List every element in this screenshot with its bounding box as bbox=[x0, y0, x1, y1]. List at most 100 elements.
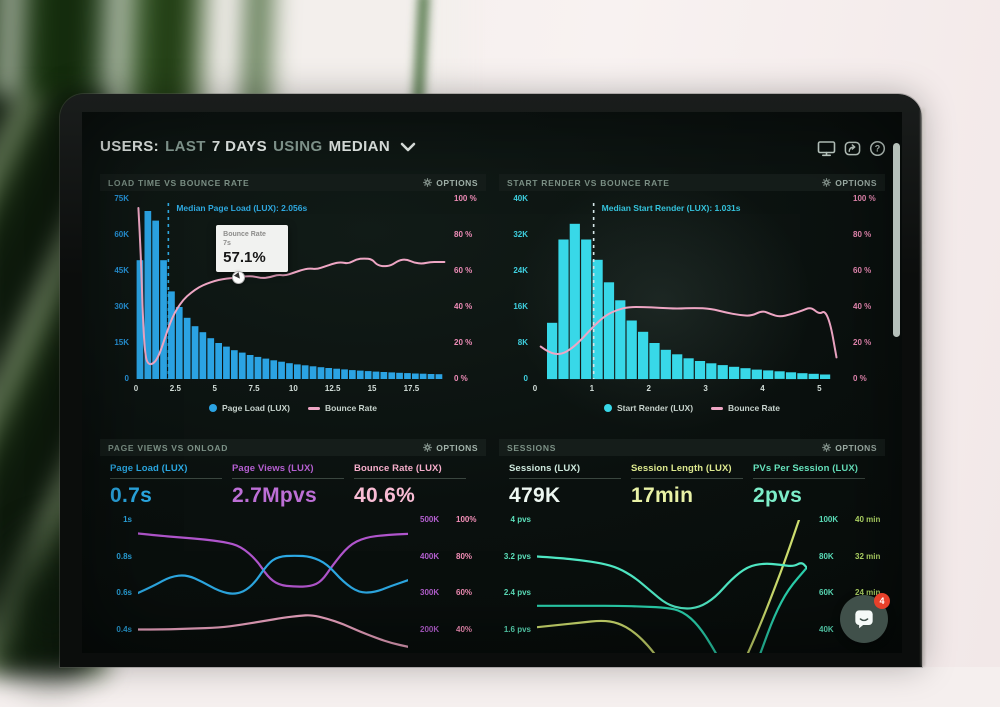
histogram-bar bbox=[694, 361, 706, 379]
x-axis-label: 7.5 bbox=[248, 384, 260, 393]
metric-value: 17min bbox=[631, 484, 694, 507]
y-axis-label-right: 32 min bbox=[855, 551, 881, 561]
histogram-bar bbox=[435, 374, 443, 379]
y-axis-label-right: 80 % bbox=[454, 230, 473, 239]
load-time-vs-bounce-rate-plot bbox=[136, 203, 446, 379]
histogram-bar bbox=[683, 358, 694, 379]
y-axis-label-right: 80 % bbox=[853, 230, 872, 239]
panel-page-views-vs-onload: PAGE VIEWS VS ONLOAD OPTIONS Page Load (… bbox=[100, 439, 486, 653]
y-axis-label-left: 3.2 pvs bbox=[503, 551, 531, 561]
y-axis-label-right: 100 % bbox=[853, 194, 876, 203]
y-axis-label-right: 100 % bbox=[454, 194, 477, 203]
options-button[interactable]: OPTIONS bbox=[423, 178, 478, 188]
histogram-bar bbox=[740, 368, 751, 379]
histogram-bar bbox=[581, 239, 592, 379]
histogram-bar bbox=[364, 371, 372, 379]
panel-header: LOAD TIME VS BOUNCE RATE OPTIONS bbox=[100, 174, 486, 191]
histogram-bar bbox=[191, 326, 199, 379]
chat-button[interactable]: 4 bbox=[840, 593, 890, 643]
legend-swatch bbox=[209, 404, 217, 412]
histogram-bar bbox=[238, 352, 246, 379]
histogram-bar bbox=[160, 260, 167, 379]
options-button[interactable]: OPTIONS bbox=[822, 443, 877, 453]
options-label: OPTIONS bbox=[436, 177, 478, 188]
histogram-bar bbox=[183, 317, 191, 379]
chart-legend: Page Load (LUX) Bounce Rate bbox=[100, 403, 486, 413]
legend-swatch bbox=[308, 406, 321, 410]
histogram-bar bbox=[309, 366, 317, 379]
metrics-row: Page Load (LUX) 0.7s Page Views (LUX) 2.… bbox=[100, 456, 486, 512]
y-axis-label-left: 2.4 pvs bbox=[503, 588, 531, 597]
y-axis-label-left: 0.8s bbox=[116, 551, 132, 561]
metric-value: 2pvs bbox=[753, 484, 803, 507]
metric-underline bbox=[509, 478, 621, 479]
histogram-bar bbox=[419, 373, 427, 379]
histogram-bar bbox=[349, 370, 356, 379]
panel-header: START RENDER VS BOUNCE RATE OPTIONS bbox=[499, 174, 885, 191]
histogram-bar bbox=[168, 291, 175, 379]
y-axis-label-right: 40% bbox=[456, 624, 473, 634]
histogram-bar bbox=[774, 371, 785, 379]
help-icon[interactable]: ? bbox=[869, 140, 886, 157]
header-toolbar: ? bbox=[817, 140, 886, 157]
legend-label: Bounce Rate bbox=[325, 403, 377, 413]
panel-start-render-vs-bounce-rate: START RENDER VS BOUNCE RATE OPTIONS 40K 3… bbox=[499, 174, 885, 427]
page-views-vs-onload-plot bbox=[138, 532, 408, 648]
histogram-bar bbox=[820, 374, 831, 379]
histogram-bar bbox=[763, 370, 774, 379]
svg-text:?: ? bbox=[875, 144, 880, 154]
chat-bubble-icon bbox=[855, 610, 873, 629]
panel-header: SESSIONS OPTIONS bbox=[499, 439, 885, 456]
sessions-plot bbox=[537, 520, 807, 653]
sessions-chart: 4 pvs 3.2 pvs 2.4 pvs 1.6 pvs 100K 80K 60K 40K 4… bbox=[499, 512, 885, 653]
histogram-bar bbox=[254, 356, 262, 379]
histogram-bar bbox=[396, 372, 403, 379]
metric-underline bbox=[753, 478, 865, 479]
y-axis-label-left: 0 bbox=[523, 374, 528, 383]
histogram-bar bbox=[380, 372, 388, 379]
histogram-bar bbox=[717, 365, 728, 379]
histogram-bar bbox=[246, 355, 254, 379]
legend-label: Start Render (LUX) bbox=[616, 403, 694, 413]
histogram-bar bbox=[223, 346, 230, 379]
y-axis-label-left: 75K bbox=[114, 194, 129, 203]
x-axis-label: 2 bbox=[646, 384, 651, 393]
options-button[interactable]: OPTIONS bbox=[423, 443, 478, 453]
series-line-page-views bbox=[138, 532, 408, 588]
histogram-bar bbox=[388, 372, 396, 379]
options-button[interactable]: OPTIONS bbox=[822, 178, 877, 188]
title-range[interactable]: 7 DAYS bbox=[211, 138, 268, 155]
histogram-bar bbox=[706, 363, 717, 379]
metric-value: 2.7Mpvs bbox=[232, 484, 317, 507]
y-axis-label-right: 40K bbox=[819, 624, 834, 634]
y-axis-label-left: 4 pvs bbox=[510, 515, 531, 524]
x-axis-label: 2.5 bbox=[169, 384, 181, 393]
title-aggregation[interactable]: MEDIAN bbox=[328, 138, 391, 155]
y-axis-label-left: 30K bbox=[114, 302, 129, 311]
tooltip-subtitle: 7s bbox=[223, 240, 231, 248]
y-axis-label-right: 60K bbox=[819, 588, 834, 597]
histogram-bar bbox=[136, 260, 144, 379]
dashboard-screen: USERS: LAST 7 DAYS USING MEDIAN ? bbox=[82, 112, 902, 653]
title-using: USING bbox=[273, 138, 323, 155]
y-axis-label-right: 20 % bbox=[853, 338, 872, 347]
histogram-bar bbox=[547, 322, 558, 380]
histogram-bar bbox=[301, 365, 309, 379]
y-axis-label-left: 8K bbox=[517, 338, 528, 347]
histogram-bar bbox=[325, 368, 333, 379]
scrollbar-thumb[interactable] bbox=[893, 143, 900, 337]
chevron-down-icon[interactable] bbox=[400, 142, 416, 152]
legend-label: Bounce Rate bbox=[728, 403, 780, 413]
histogram-bar bbox=[660, 349, 671, 380]
histogram-bar bbox=[626, 320, 637, 379]
series-line-sessions bbox=[537, 566, 807, 653]
metric-page-views: Page Views (LUX) 2.7Mpvs bbox=[232, 463, 354, 512]
histogram-bar bbox=[592, 259, 603, 380]
share-icon[interactable] bbox=[844, 140, 861, 157]
display-icon[interactable] bbox=[817, 140, 836, 157]
y-axis-label-right: 200K bbox=[420, 624, 440, 634]
cursor-icon bbox=[232, 271, 246, 285]
x-axis-label: 10 bbox=[288, 384, 298, 393]
legend-label: Page Load (LUX) bbox=[222, 403, 291, 413]
histogram-bar bbox=[152, 220, 159, 379]
